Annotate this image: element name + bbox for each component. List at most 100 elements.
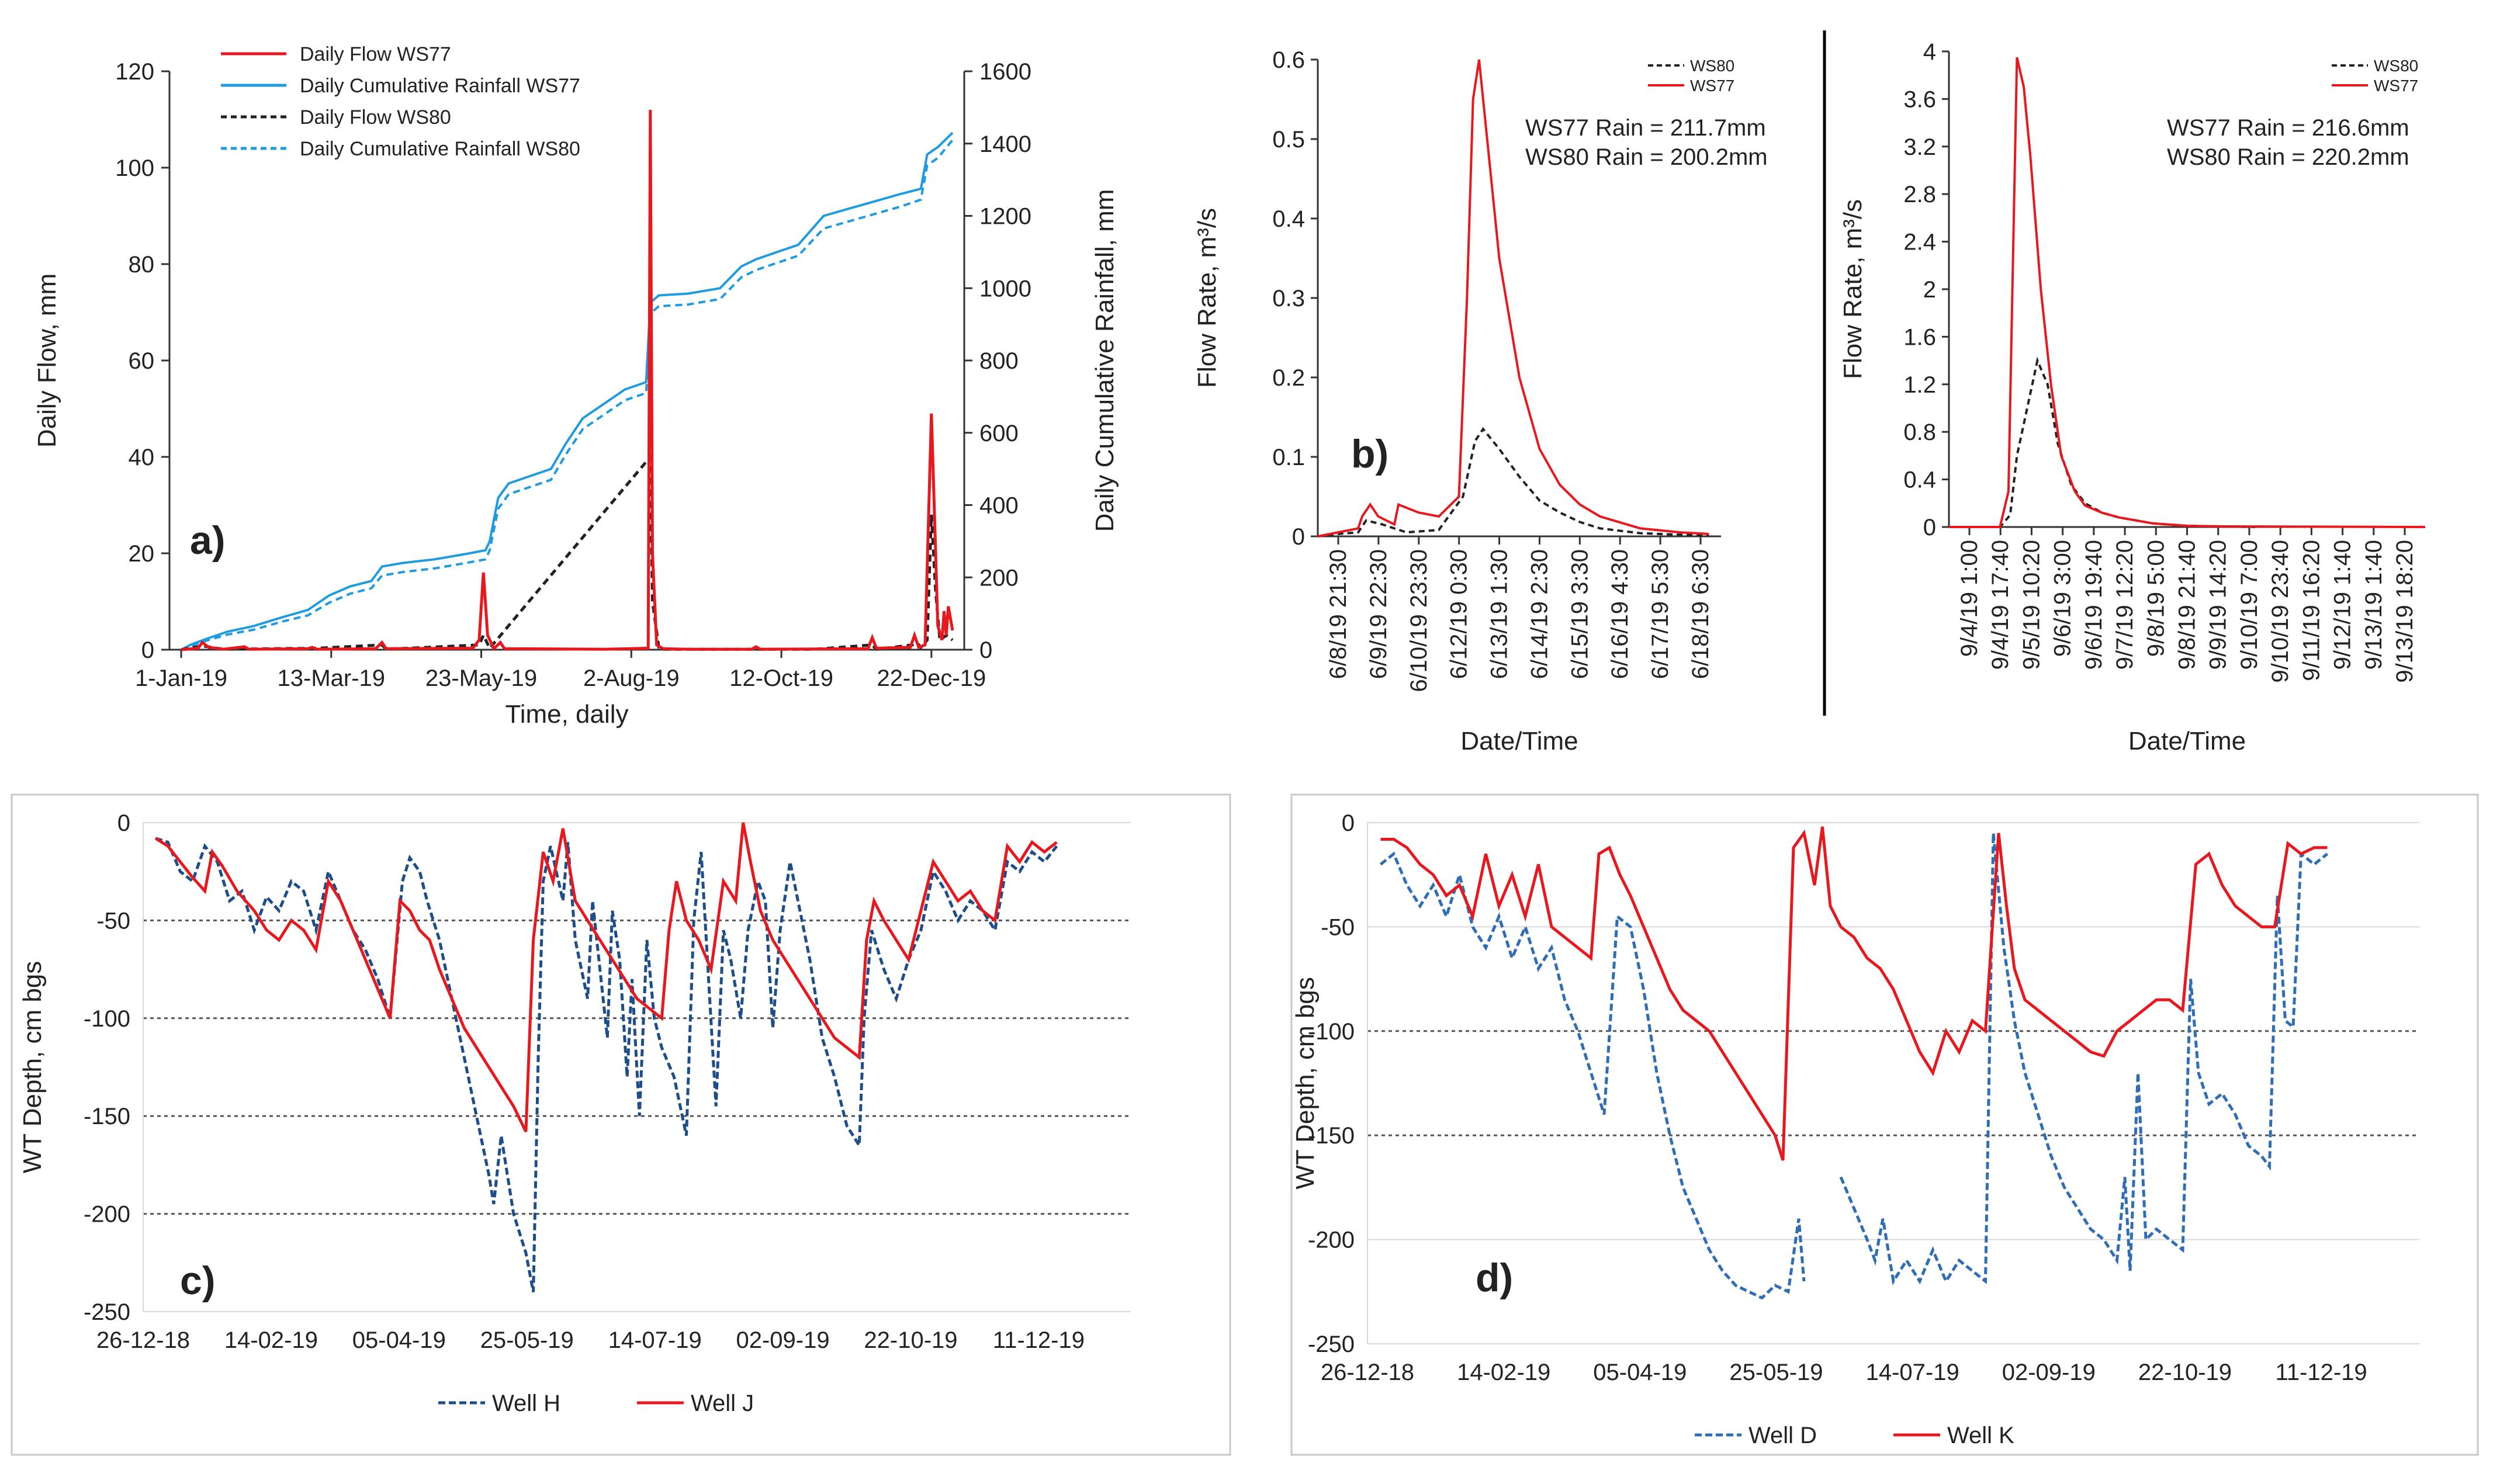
- panel-label-d: d): [1476, 1256, 1513, 1300]
- y-tick-label: 120: [115, 59, 154, 85]
- y-tick-label: 0: [141, 637, 154, 663]
- x-tick-label: 14-07-19: [608, 1327, 702, 1353]
- y-right-tick-label: 1200: [979, 204, 1031, 230]
- x-tick-label: 9/4/19 17:40: [1988, 540, 2013, 670]
- y-tick-label: 4: [1923, 39, 1936, 65]
- y-axis-label: WT Depth, cm bgs: [1291, 977, 1320, 1190]
- x-tick-label: 9/6/19 19:40: [2081, 540, 2107, 670]
- x-tick-label: 26-12-18: [1321, 1360, 1414, 1385]
- x-tick-label: 6/18/19 6:30: [1688, 549, 1713, 679]
- y-right-axis-label: Daily Cumulative Rainfall, mm: [1090, 189, 1119, 532]
- rain-annotation: WS77 Rain = 216.6mm: [2167, 115, 2409, 141]
- legend-entry: Well K: [1947, 1423, 2014, 1448]
- rain-annotation: WS80 Rain = 220.2mm: [2167, 144, 2409, 170]
- y-tick-label: 2.8: [1903, 182, 1936, 207]
- legend-entry: WS77: [1690, 77, 1734, 95]
- x-tick-label: 02-09-19: [2002, 1360, 2096, 1385]
- x-tick-label: 9/8/19 5:00: [2143, 540, 2169, 657]
- y-right-tick-label: 400: [979, 493, 1019, 519]
- x-tick-label: 23-May-19: [425, 665, 537, 691]
- panel-label-b: b): [1351, 432, 1389, 476]
- x-tick-label: 9/7/19 12:20: [2112, 540, 2138, 670]
- x-tick-label: 22-10-19: [2138, 1360, 2232, 1385]
- series-line-well-d: [1379, 833, 2329, 1300]
- y-tick-label: 0: [1342, 810, 1355, 836]
- y-tick-label: 3.2: [1903, 134, 1936, 160]
- x-axis-label: Date/Time: [2128, 727, 2246, 755]
- chart-d: 0 -50 -100 -150 -200 -250 26-12-18 14-02-19 05-0…: [1290, 793, 2479, 1456]
- x-tick-label: 9/11/19 16:20: [2298, 540, 2324, 681]
- y-tick-label: -100: [1308, 1019, 1355, 1045]
- y-right-tick-label: 1600: [979, 59, 1031, 85]
- x-tick-label: 02-09-19: [736, 1327, 829, 1353]
- x-tick-label: 6/8/19 21:30: [1325, 549, 1351, 679]
- x-tick-label: 9/8/19 21:40: [2175, 540, 2200, 670]
- y-tick-label: 0.3: [1272, 286, 1305, 311]
- y-tick-label: -200: [1308, 1228, 1355, 1253]
- y-axis-label: Flow Rate, m³/s: [1193, 208, 1221, 388]
- x-tick-label: 9/5/19 10:20: [2018, 540, 2044, 670]
- series-line-ws77: [1317, 59, 1709, 538]
- panel-label-a: a): [190, 518, 225, 563]
- y-tick-label: -50: [1321, 914, 1355, 940]
- y-tick-label: -250: [84, 1299, 130, 1325]
- x-tick-label: 22-10-19: [864, 1327, 957, 1353]
- x-tick-label: 22-Dec-19: [877, 665, 986, 691]
- y-tick-label: 2: [1923, 277, 1936, 303]
- x-tick-label: 12-Oct-19: [729, 665, 833, 691]
- y-tick-label: 0: [117, 810, 130, 836]
- y-right-tick-label: 1400: [979, 131, 1031, 157]
- legend-entry: Daily Flow WS77: [300, 43, 451, 65]
- y-tick-label: 0.6: [1272, 47, 1305, 73]
- y-right-tick-label: 0: [979, 637, 992, 663]
- legend-entry: Daily Cumulative Rainfall WS77: [300, 75, 580, 97]
- legend-entry: WS77: [2374, 77, 2418, 95]
- y-tick-label: 40: [129, 445, 155, 470]
- y-right-tick-label: 200: [979, 565, 1019, 591]
- y-tick-label: 0: [1923, 515, 1936, 540]
- y-tick-label: 0.1: [1272, 445, 1305, 470]
- x-tick-label: 05-04-19: [352, 1327, 446, 1353]
- x-tick-label: 13-Mar-19: [278, 665, 386, 691]
- y-tick-label: 3.6: [1903, 86, 1936, 112]
- y-tick-label: 80: [129, 252, 155, 278]
- y-tick-label: 0.8: [1903, 419, 1936, 445]
- x-tick-label: 6/9/19 22:30: [1366, 549, 1391, 679]
- x-tick-label: 6/12/19 0:30: [1446, 549, 1472, 679]
- y-tick-label: 0.4: [1903, 467, 1936, 493]
- x-tick-label: 6/17/19 5:30: [1647, 549, 1673, 679]
- y-tick-label: 0.5: [1272, 127, 1305, 152]
- series-line-daily-flow-ws80: [181, 453, 954, 651]
- series-line-daily-cumulative-rainfall-ws77: [181, 131, 954, 651]
- x-tick-label: 14-02-19: [1457, 1360, 1550, 1385]
- y-tick-label: -150: [1308, 1123, 1355, 1149]
- x-tick-label: 14-02-19: [224, 1327, 318, 1353]
- x-tick-label: 9/10/19 7:00: [2236, 540, 2262, 670]
- x-tick-label: 6/15/19 3:30: [1567, 549, 1592, 679]
- y-tick-label: -50: [96, 908, 130, 934]
- y-tick-label: 0.4: [1272, 206, 1305, 232]
- chart-b2: 00.40.81.21.622.42.83.23.649/4/19 1:00 9/…: [1838, 39, 2426, 755]
- x-tick-label: 11-12-19: [993, 1327, 1085, 1353]
- series-line-ws80: [1317, 427, 1709, 538]
- x-tick-label: 9/13/19 1:40: [2361, 540, 2387, 670]
- x-tick-label: 6/14/19 2:30: [1526, 549, 1552, 679]
- panel-label-c: c): [180, 1258, 215, 1303]
- legend-entry: WS80: [2374, 57, 2418, 75]
- y-tick-label: -200: [84, 1202, 130, 1228]
- y-tick-label: 60: [129, 348, 155, 374]
- x-tick-label: 9/12/19 1:40: [2330, 540, 2356, 670]
- y-right-tick-label: 800: [979, 348, 1019, 374]
- rain-annotation: WS80 Rain = 200.2mm: [1525, 144, 1768, 170]
- x-tick-label: 6/16/19 4:30: [1607, 549, 1633, 679]
- legend-entry: Well J: [691, 1391, 754, 1416]
- y-axis-label: WT Depth, cm bgs: [18, 961, 47, 1174]
- y-tick-label: 1.2: [1903, 372, 1936, 398]
- legend-entry: Daily Cumulative Rainfall WS80: [300, 138, 580, 160]
- legend-entry: Daily Flow WS80: [300, 106, 451, 129]
- legend-entry: Well D: [1748, 1423, 1817, 1448]
- x-tick-label: 14-07-19: [1866, 1360, 1959, 1385]
- x-tick-label: 9/9/19 14:20: [2205, 540, 2231, 670]
- x-tick-label: 25-05-19: [1729, 1360, 1823, 1385]
